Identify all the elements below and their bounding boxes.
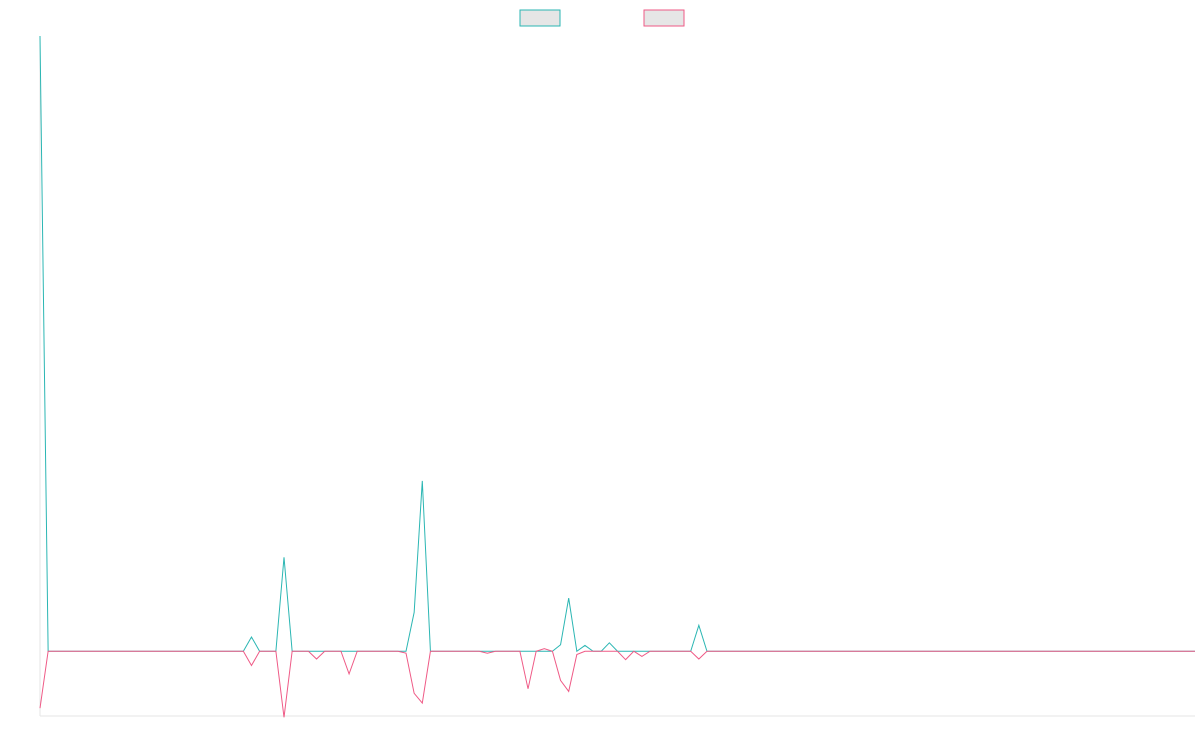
series-line-series-b: [39, 648, 1195, 718]
axes: [39, 36, 1195, 717]
legend-swatch-series-b[interactable]: [643, 9, 685, 27]
legend-swatch-series-a[interactable]: [519, 9, 561, 27]
legend-item-series-a[interactable]: [519, 9, 561, 27]
legend-item-series-b[interactable]: [643, 9, 685, 27]
series-line-series-a: [39, 35, 1195, 653]
legend[interactable]: [519, 9, 685, 27]
plot-area: [39, 35, 1195, 718]
